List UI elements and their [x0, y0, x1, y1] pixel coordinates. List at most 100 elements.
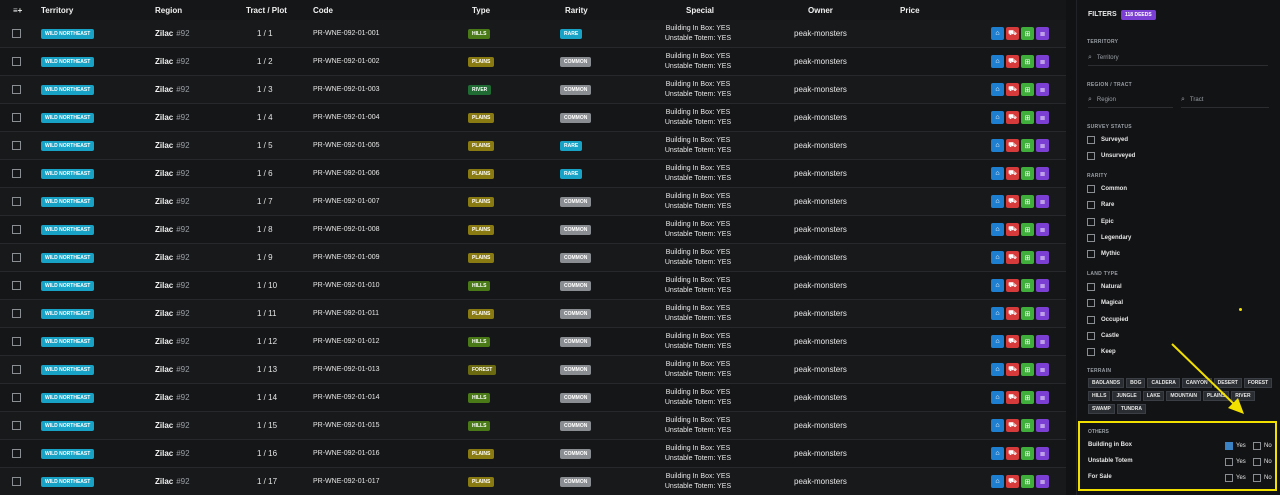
- table-row[interactable]: WILD NORTHEAST Zilac #92 1 / 10 PR-WNE-09…: [0, 272, 1066, 300]
- cart-icon[interactable]: ⛟: [1006, 251, 1019, 264]
- row-select-checkbox[interactable]: [12, 365, 21, 374]
- others-yes-option[interactable]: Yes: [1225, 458, 1246, 466]
- no-checkbox[interactable]: [1253, 458, 1261, 466]
- table-row[interactable]: WILD NORTHEAST Zilac #92 1 / 16 PR-WNE-09…: [0, 440, 1066, 468]
- row-select-checkbox[interactable]: [12, 337, 21, 346]
- details-icon[interactable]: ≣: [1036, 391, 1049, 404]
- land-type-option[interactable]: Occupied: [1087, 315, 1128, 324]
- map-icon[interactable]: ⊞: [1021, 195, 1034, 208]
- details-icon[interactable]: ≣: [1036, 419, 1049, 432]
- house-icon[interactable]: ⌂: [991, 139, 1004, 152]
- house-icon[interactable]: ⌂: [991, 27, 1004, 40]
- header-region[interactable]: Region: [155, 6, 183, 15]
- table-row[interactable]: WILD NORTHEAST Zilac #92 1 / 11 PR-WNE-09…: [0, 300, 1066, 328]
- others-no-option[interactable]: No: [1253, 458, 1272, 466]
- map-icon[interactable]: ⊞: [1021, 363, 1034, 376]
- map-icon[interactable]: ⊞: [1021, 307, 1034, 320]
- survey-checkbox[interactable]: [1087, 152, 1095, 160]
- terrain-tag[interactable]: TUNDRA: [1116, 404, 1146, 414]
- cart-icon[interactable]: ⛟: [1006, 27, 1019, 40]
- house-icon[interactable]: ⌂: [991, 279, 1004, 292]
- terrain-tag[interactable]: BADLANDS: [1088, 378, 1125, 388]
- details-icon[interactable]: ≣: [1036, 83, 1049, 96]
- others-yes-option[interactable]: Yes: [1225, 474, 1246, 482]
- row-select-checkbox[interactable]: [12, 309, 21, 318]
- row-select-checkbox[interactable]: [12, 281, 21, 290]
- rarity-option[interactable]: Epic: [1087, 217, 1114, 226]
- row-select-checkbox[interactable]: [12, 141, 21, 150]
- house-icon[interactable]: ⌂: [991, 335, 1004, 348]
- tract-input[interactable]: ⌕ Tract: [1181, 93, 1269, 108]
- territory-input[interactable]: ⌕ Territory: [1088, 51, 1268, 66]
- table-row[interactable]: WILD NORTHEAST Zilac #92 1 / 1 PR-WNE-092…: [0, 20, 1066, 48]
- others-yes-option[interactable]: Yes: [1225, 442, 1246, 450]
- house-icon[interactable]: ⌂: [991, 307, 1004, 320]
- cart-icon[interactable]: ⛟: [1006, 335, 1019, 348]
- map-icon[interactable]: ⊞: [1021, 447, 1034, 460]
- table-row[interactable]: WILD NORTHEAST Zilac #92 1 / 6 PR-WNE-092…: [0, 160, 1066, 188]
- map-icon[interactable]: ⊞: [1021, 223, 1034, 236]
- header-special[interactable]: Special: [686, 6, 715, 15]
- header-code[interactable]: Code: [313, 6, 333, 15]
- map-icon[interactable]: ⊞: [1021, 251, 1034, 264]
- cart-icon[interactable]: ⛟: [1006, 139, 1019, 152]
- terrain-tag[interactable]: SWAMP: [1088, 404, 1115, 414]
- details-icon[interactable]: ≣: [1036, 167, 1049, 180]
- cart-icon[interactable]: ⛟: [1006, 111, 1019, 124]
- row-select-checkbox[interactable]: [12, 169, 21, 178]
- house-icon[interactable]: ⌂: [991, 55, 1004, 68]
- table-row[interactable]: WILD NORTHEAST Zilac #92 1 / 7 PR-WNE-092…: [0, 188, 1066, 216]
- map-icon[interactable]: ⊞: [1021, 279, 1034, 292]
- row-select-checkbox[interactable]: [12, 393, 21, 402]
- yes-checkbox[interactable]: [1225, 474, 1233, 482]
- land-type-option[interactable]: Keep: [1087, 348, 1116, 357]
- table-row[interactable]: WILD NORTHEAST Zilac #92 1 / 15 PR-WNE-09…: [0, 412, 1066, 440]
- cart-icon[interactable]: ⛟: [1006, 447, 1019, 460]
- header-rarity[interactable]: Rarity: [565, 6, 588, 15]
- land-type-checkbox[interactable]: [1087, 348, 1095, 357]
- table-row[interactable]: WILD NORTHEAST Zilac #92 1 / 3 PR-WNE-092…: [0, 76, 1066, 104]
- house-icon[interactable]: ⌂: [991, 251, 1004, 264]
- row-select-checkbox[interactable]: [12, 113, 21, 122]
- map-icon[interactable]: ⊞: [1021, 27, 1034, 40]
- map-icon[interactable]: ⊞: [1021, 55, 1034, 68]
- table-row[interactable]: WILD NORTHEAST Zilac #92 1 / 4 PR-WNE-092…: [0, 104, 1066, 132]
- yes-checkbox[interactable]: [1225, 442, 1233, 450]
- header-territory[interactable]: Territory: [41, 6, 74, 15]
- details-icon[interactable]: ≣: [1036, 307, 1049, 320]
- cart-icon[interactable]: ⛟: [1006, 83, 1019, 96]
- details-icon[interactable]: ≣: [1036, 475, 1049, 488]
- map-icon[interactable]: ⊞: [1021, 139, 1034, 152]
- survey-option[interactable]: Unsurveyed: [1087, 152, 1135, 160]
- details-icon[interactable]: ≣: [1036, 55, 1049, 68]
- rarity-checkbox[interactable]: [1087, 185, 1095, 193]
- rarity-option[interactable]: Legendary: [1087, 233, 1131, 242]
- table-row[interactable]: WILD NORTHEAST Zilac #92 1 / 12 PR-WNE-09…: [0, 328, 1066, 356]
- details-icon[interactable]: ≣: [1036, 195, 1049, 208]
- cart-icon[interactable]: ⛟: [1006, 391, 1019, 404]
- rarity-option[interactable]: Mythic: [1087, 250, 1120, 259]
- row-select-checkbox[interactable]: [12, 421, 21, 430]
- table-row[interactable]: WILD NORTHEAST Zilac #92 1 / 17 PR-WNE-09…: [0, 468, 1066, 495]
- header-tract-plot[interactable]: Tract / Plot: [246, 6, 287, 15]
- details-icon[interactable]: ≣: [1036, 27, 1049, 40]
- terrain-tag[interactable]: DESERT: [1213, 378, 1242, 388]
- map-icon[interactable]: ⊞: [1021, 83, 1034, 96]
- terrain-tag[interactable]: JUNGLE: [1112, 391, 1141, 401]
- land-type-checkbox[interactable]: [1087, 299, 1095, 308]
- details-icon[interactable]: ≣: [1036, 363, 1049, 376]
- others-no-option[interactable]: No: [1253, 474, 1272, 482]
- terrain-tag[interactable]: LAKE: [1142, 391, 1165, 401]
- house-icon[interactable]: ⌂: [991, 83, 1004, 96]
- map-icon[interactable]: ⊞: [1021, 335, 1034, 348]
- house-icon[interactable]: ⌂: [991, 223, 1004, 236]
- house-icon[interactable]: ⌂: [991, 111, 1004, 124]
- cart-icon[interactable]: ⛟: [1006, 279, 1019, 292]
- cart-icon[interactable]: ⛟: [1006, 475, 1019, 488]
- region-input[interactable]: ⌕ Region: [1088, 93, 1173, 108]
- details-icon[interactable]: ≣: [1036, 223, 1049, 236]
- map-icon[interactable]: ⊞: [1021, 391, 1034, 404]
- header-price[interactable]: Price: [900, 6, 920, 15]
- land-type-checkbox[interactable]: [1087, 331, 1095, 340]
- others-no-option[interactable]: No: [1253, 442, 1272, 450]
